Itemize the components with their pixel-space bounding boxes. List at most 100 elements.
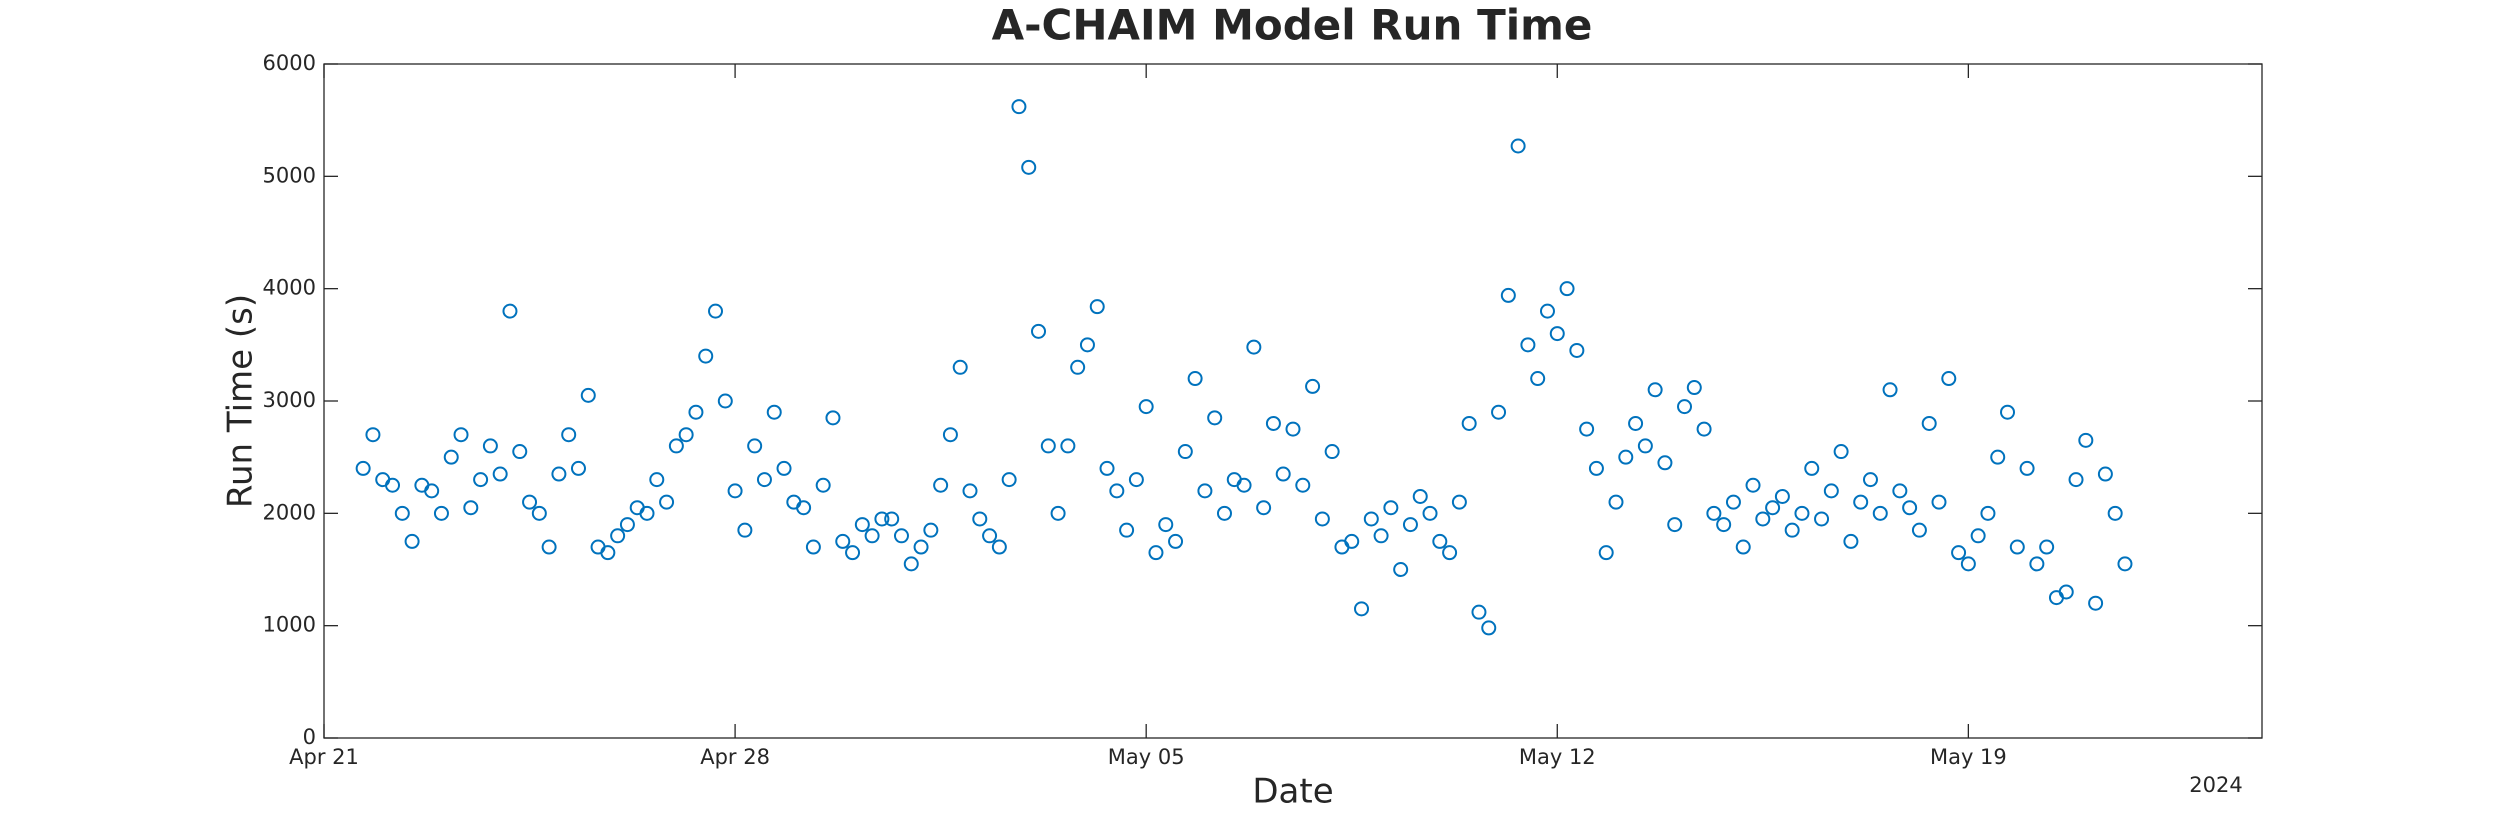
point [1070,359,1086,375]
point [884,511,900,527]
y-tick-label: 0 [303,725,316,749]
point [1021,159,1037,175]
point [385,477,401,493]
point [1461,415,1477,431]
x-axis-label: Date [1252,772,1333,812]
point [1402,517,1418,533]
point [1099,460,1115,476]
point [1931,494,1947,510]
point [1814,511,1830,527]
point [1451,494,1467,510]
chart-title: A-CHAIM Model Run Time [992,1,1593,50]
point [933,477,949,493]
point [1265,415,1281,431]
point [355,460,371,476]
point [1647,382,1663,398]
point [1354,601,1370,617]
point [1275,466,1291,482]
point [531,505,547,521]
point [1970,528,1986,544]
point [864,528,880,544]
point [463,500,479,516]
point [1128,472,1144,488]
point [1011,99,1027,115]
point [805,539,821,555]
point [394,505,410,521]
point [825,410,841,426]
y-tick-label: 6000 [263,51,316,75]
point [854,517,870,533]
point [1158,517,1174,533]
point [1696,421,1712,437]
point [1892,483,1908,499]
point [1598,545,1614,561]
point [952,359,968,375]
y-tick-label: 5000 [263,163,316,187]
point [1393,562,1409,577]
point [688,404,704,420]
point [619,517,635,533]
point [2029,556,2045,572]
point [1305,378,1321,394]
point [717,393,733,409]
point [1031,323,1047,339]
point [2088,595,2104,611]
point [1050,505,1066,521]
point [1324,444,1340,460]
point [903,556,919,572]
x-tick-label: Apr 28 [700,745,770,769]
point [1236,477,1252,493]
point [1197,483,1213,499]
point [492,466,508,482]
point [1060,438,1076,454]
point [1344,533,1360,549]
point [1295,477,1311,493]
point [2068,472,2084,488]
point [796,500,812,516]
point [1177,444,1193,460]
point [1432,533,1448,549]
point [1481,620,1497,636]
y-axis-label: Run Time (s) [221,294,261,508]
point [1040,438,1056,454]
point [893,528,909,544]
point [433,505,449,521]
point [874,511,890,527]
point [1422,505,1438,521]
x-tick-label: May 05 [1108,745,1185,769]
point [1784,522,1800,538]
point [610,528,626,544]
point [1285,421,1301,437]
point [1823,483,1839,499]
point [365,427,381,443]
point [1735,539,1751,555]
point [923,522,939,538]
point [1530,371,1546,387]
point [541,539,557,555]
point [1559,281,1575,297]
point [2097,466,2113,482]
point [1579,421,1595,437]
point [708,303,724,319]
point [776,460,792,476]
point [551,466,567,482]
point [2107,505,2123,521]
point [600,545,616,561]
point [482,438,498,454]
point [1628,415,1644,431]
point [522,494,538,510]
plot-area [323,63,2263,739]
point [1804,460,1820,476]
point [1119,522,1135,538]
point [1608,494,1624,510]
point [1246,339,1262,355]
point [2058,584,2074,600]
point [1833,444,1849,460]
point [1657,455,1673,471]
point [1990,449,2006,465]
point [1853,494,1869,510]
point [512,444,528,460]
point [2117,556,2133,572]
point [1882,382,1898,398]
